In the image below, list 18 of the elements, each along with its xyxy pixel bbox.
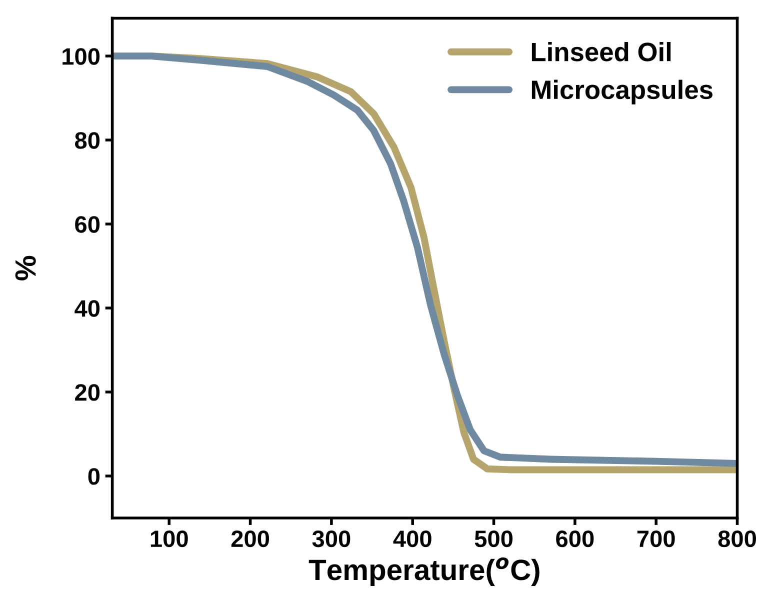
y-tick-label: 0 <box>88 468 100 485</box>
y-tick-label: 20 <box>75 384 100 401</box>
x-tick-label: 600 <box>556 530 594 548</box>
y-tick-label: 60 <box>75 216 100 233</box>
y-tick-label: 80 <box>74 132 100 149</box>
x-tick-label: 400 <box>393 530 432 548</box>
y-tick-label: 100 <box>62 48 100 65</box>
x-tick-label: 300 <box>312 530 350 548</box>
y-axis-title: % <box>15 256 36 280</box>
x-tick-label: 800 <box>718 530 756 548</box>
x-tick-label: 700 <box>637 530 675 548</box>
x-tick-label: 200 <box>231 530 270 548</box>
x-axis-title: Temperature($^{o}$C) <box>308 557 540 586</box>
y-tick-label: 40 <box>74 300 100 317</box>
x-tick-label: 500 <box>474 530 513 548</box>
legend-label: Microcapsules <box>532 80 712 104</box>
x-tick-label: 100 <box>150 530 188 548</box>
legend-label: Linseed Oil <box>532 42 671 62</box>
